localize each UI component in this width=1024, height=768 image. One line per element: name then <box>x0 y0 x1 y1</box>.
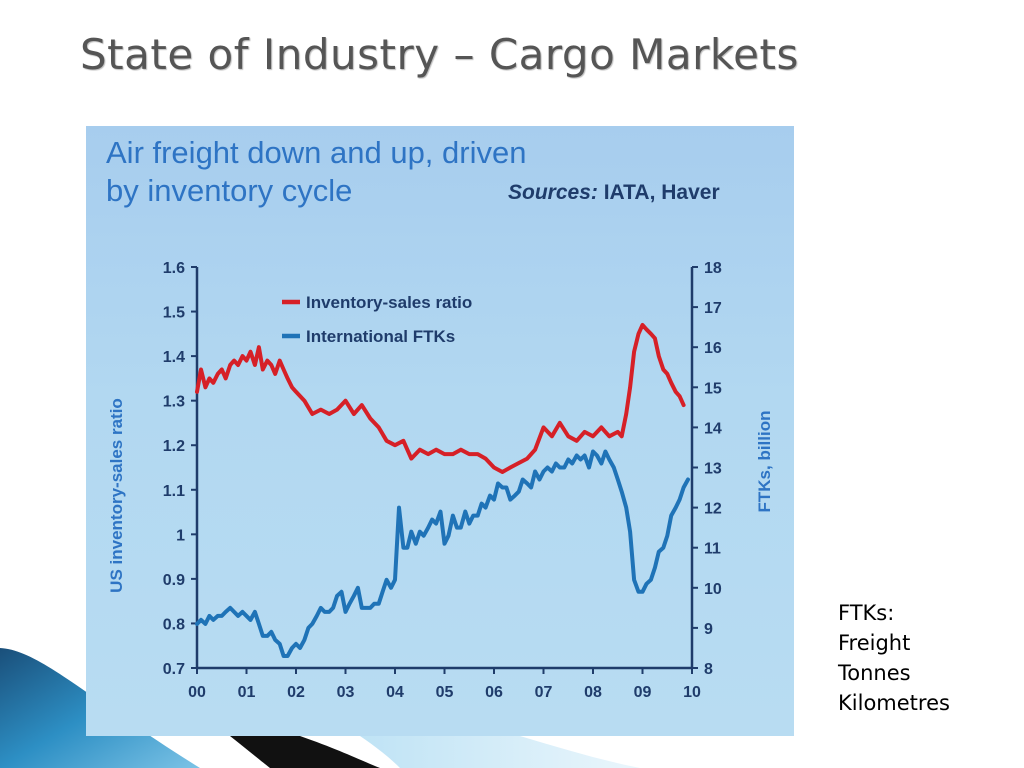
left-y-tick-label: 0.8 <box>163 616 185 633</box>
right-y-tick-label: 9 <box>704 621 713 638</box>
left-y-tick-label: 1 <box>176 527 185 544</box>
dual-axis-line-chart: 1.6 1.5 1.4 1.3 1.2 1.1 1 0.9 0.8 0.7 18 17 16 15 14 13… <box>107 260 774 701</box>
x-tick-label: 09 <box>634 684 652 701</box>
legend-label: Inventory-sales ratio <box>306 293 472 312</box>
right-y-tick-label: 18 <box>704 260 722 277</box>
right-y-tick-label: 16 <box>704 340 722 357</box>
x-tick-label: 10 <box>683 684 701 701</box>
note-line-2: Freight <box>838 631 911 655</box>
chart-sources: Sources: IATA, Haver <box>508 181 720 205</box>
left-y-axis-title: US inventory-sales ratio <box>107 398 126 593</box>
left-y-tick-label: 1.3 <box>163 394 185 411</box>
ftk-definition-note: FTKs: Freight Tonnes Kilometres <box>838 598 950 718</box>
left-y-tick-label: 1.2 <box>163 438 185 455</box>
left-y-tick-label: 1.1 <box>163 483 185 500</box>
swoosh-dark-shape <box>230 736 380 768</box>
x-tick-label: 06 <box>485 684 503 701</box>
right-y-tick-label: 13 <box>704 461 722 478</box>
international-ftks-line <box>195 449 690 658</box>
right-y-tick-label: 10 <box>704 581 722 598</box>
sources-text: IATA, Haver <box>603 181 720 204</box>
right-y-tick-label: 15 <box>704 380 722 397</box>
note-line-3: Tonnes <box>838 661 911 685</box>
chart-headline-line-2: by inventory cycle <box>106 173 353 208</box>
right-y-tick-label: 11 <box>704 541 721 558</box>
left-y-tick-label: 0.7 <box>163 661 185 678</box>
left-y-tick-label: 1.6 <box>163 260 185 277</box>
right-y-tick-label: 14 <box>704 420 722 437</box>
legend-label: International FTKs <box>306 327 455 346</box>
x-tick-label: 03 <box>337 684 355 701</box>
slide-title: State of Industry – Cargo Markets <box>80 30 799 79</box>
x-tick-label: 02 <box>287 684 305 701</box>
x-tick-label: 08 <box>584 684 602 701</box>
note-line-4: Kilometres <box>838 691 950 715</box>
chart-panel: 1.6 1.5 1.4 1.3 1.2 1.1 1 0.9 0.8 0.7 18 17 16 15 14 13… <box>86 126 794 736</box>
chart-headline: Air freight down and up, driven by inven… <box>106 134 526 210</box>
left-y-tick-label: 1.5 <box>163 305 185 322</box>
chart-headline-line-1: Air freight down and up, driven <box>106 135 527 170</box>
right-y-axis-title: FTKs, billion <box>755 411 774 513</box>
x-tick-label: 05 <box>436 684 454 701</box>
right-y-tick-label: 8 <box>704 661 713 678</box>
inventory-sales-ratio-line <box>195 322 686 474</box>
left-y-tick-label: 0.9 <box>163 572 185 589</box>
swoosh-light-shape <box>360 736 640 768</box>
right-y-tick-label: 17 <box>704 300 722 317</box>
left-y-tick-label: 1.4 <box>163 349 185 366</box>
x-tick-label: 01 <box>238 684 256 701</box>
x-tick-label: 07 <box>535 684 553 701</box>
right-y-tick-label: 12 <box>704 501 722 518</box>
note-line-1: FTKs: <box>838 601 895 625</box>
x-tick-label: 04 <box>386 684 404 701</box>
x-tick-label: 00 <box>188 684 206 701</box>
sources-label: Sources: <box>508 181 598 204</box>
